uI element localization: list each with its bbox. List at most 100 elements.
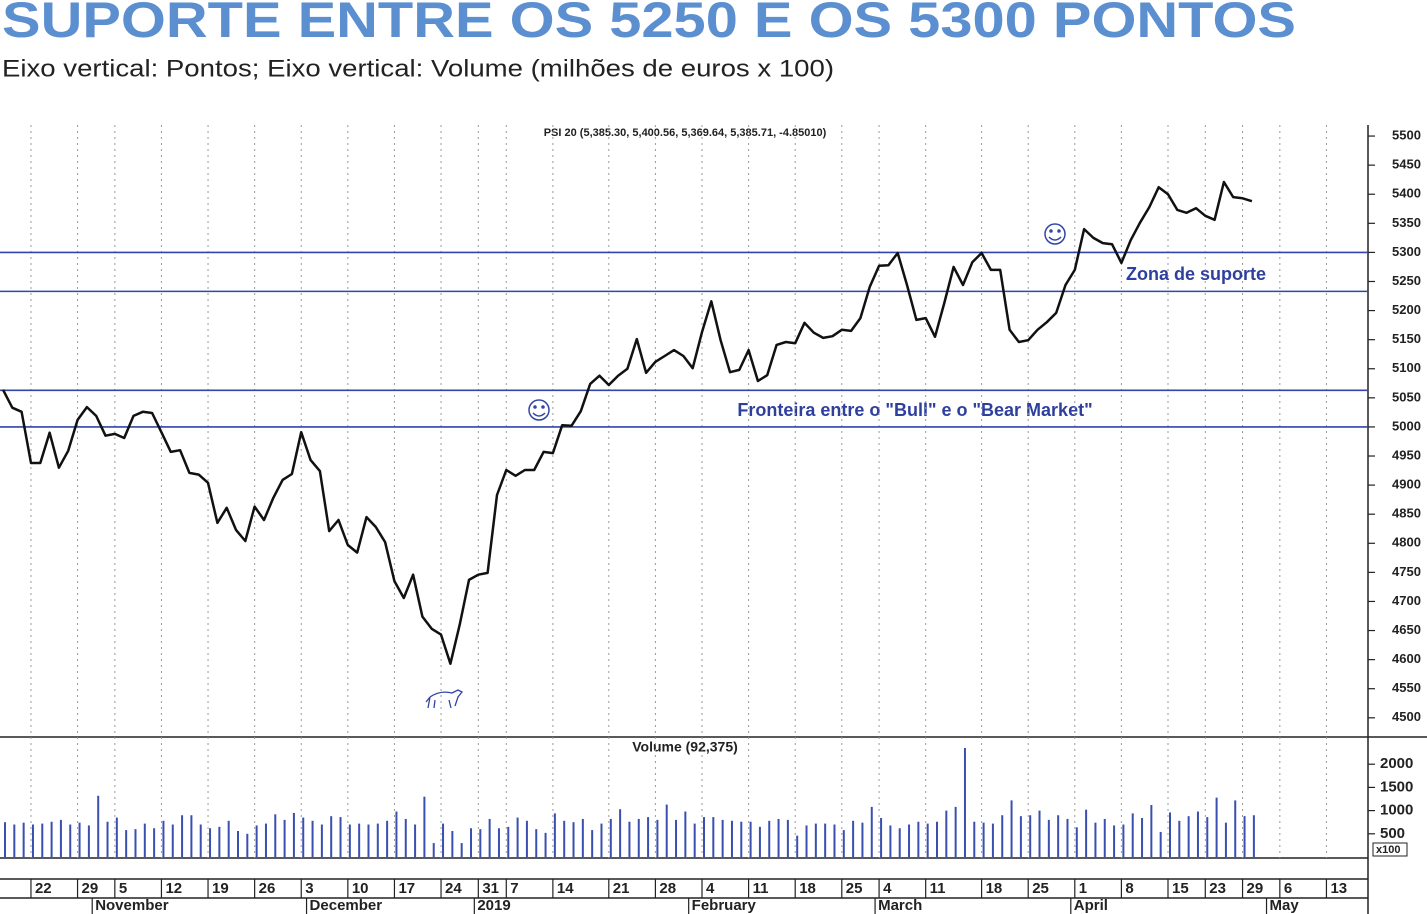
volume-bar xyxy=(404,818,407,857)
volume-bar xyxy=(134,829,137,857)
volume-bar xyxy=(1243,816,1246,857)
volume-bar xyxy=(553,813,556,857)
y-tick-label: 4750 xyxy=(1392,564,1421,579)
x-tick-label: 26 xyxy=(259,880,276,897)
volume-bar xyxy=(730,820,733,857)
y-tick-label: 5400 xyxy=(1392,186,1421,201)
volume-bar xyxy=(1094,822,1097,857)
x-tick-label: 4 xyxy=(883,880,892,897)
annotation: Zona de suporte xyxy=(1126,264,1266,284)
y-tick-label: 5500 xyxy=(1392,127,1421,142)
month-label: March xyxy=(878,897,922,914)
volume-bar xyxy=(143,823,146,857)
volume-bar xyxy=(199,824,202,857)
y-tick-label: 5200 xyxy=(1392,302,1421,317)
y-tick-label: 4650 xyxy=(1392,622,1421,637)
annotation: Fronteira entre o "Bull" e o "Bear Marke… xyxy=(737,400,1092,420)
volume-bar xyxy=(842,830,845,857)
volume-bar xyxy=(572,822,575,857)
volume-bar xyxy=(218,826,221,857)
volume-bar xyxy=(59,819,62,857)
volume-bar xyxy=(106,821,109,857)
volume-bar xyxy=(600,823,603,857)
volume-bar xyxy=(516,817,519,857)
volume-bar xyxy=(749,821,752,857)
volume-bar xyxy=(41,823,44,857)
volume-bar xyxy=(13,824,16,857)
volume-bar xyxy=(442,823,445,857)
volume-bar xyxy=(125,830,128,857)
volume-bar xyxy=(1187,816,1190,857)
x-tick-label: 25 xyxy=(846,880,863,897)
volume-bar xyxy=(665,804,668,857)
volume-title: Volume (92,375) xyxy=(632,739,738,755)
volume-bar xyxy=(1141,818,1144,857)
volume-bar xyxy=(675,819,678,857)
x-tick-label: 21 xyxy=(613,880,630,897)
y-tick-label: 5150 xyxy=(1392,331,1421,346)
volume-bar xyxy=(1113,825,1116,857)
x-tick-label: 24 xyxy=(445,880,462,897)
volume-bar xyxy=(1159,831,1162,857)
y-tick-label: 5000 xyxy=(1392,418,1421,433)
month-label: February xyxy=(692,897,757,914)
smiley xyxy=(528,399,550,421)
volume-bar xyxy=(758,826,761,857)
y-tick-label: 5300 xyxy=(1392,244,1421,259)
volume-bar xyxy=(414,824,417,857)
month-label: May xyxy=(1270,897,1300,914)
volume-bar xyxy=(926,823,929,857)
volume-bar xyxy=(656,819,659,857)
volume-bar xyxy=(50,821,53,857)
x-tick-label: 6 xyxy=(1284,880,1292,897)
x-tick-label: 8 xyxy=(1125,880,1133,897)
y-tick-label: 4550 xyxy=(1392,680,1421,695)
y-tick-label: 5450 xyxy=(1392,157,1421,172)
volume-bar xyxy=(861,822,864,857)
volume-bar xyxy=(889,825,892,857)
volume-bar xyxy=(4,822,6,857)
y-tick-label: 5050 xyxy=(1392,389,1421,404)
volume-bar xyxy=(246,833,249,857)
volume-bar xyxy=(591,830,594,857)
volume-bar xyxy=(1047,819,1050,857)
volume-bar xyxy=(824,823,827,857)
volume-bar xyxy=(991,823,994,857)
volume-bar xyxy=(78,822,81,857)
volume-bar xyxy=(712,817,715,857)
volume-bar xyxy=(796,835,799,857)
volume-bar xyxy=(190,815,193,857)
volume-bar xyxy=(1029,815,1032,857)
page-title: SUPORTE ENTRE OS 5250 E OS 5300 PONTOS xyxy=(2,0,1296,48)
volume-bar xyxy=(1085,809,1088,857)
x-tick-label: 15 xyxy=(1172,880,1189,897)
volume-bar xyxy=(1038,810,1041,857)
y-tick-label: 5250 xyxy=(1392,273,1421,288)
x-tick-label: 29 xyxy=(1247,880,1264,897)
y-tick-label: 4500 xyxy=(1392,709,1421,724)
volume-bar xyxy=(1234,800,1237,857)
x-tick-label: 18 xyxy=(799,880,816,897)
volume-bar xyxy=(637,818,640,857)
volume-bar xyxy=(153,828,156,857)
volume-bar xyxy=(1206,817,1209,857)
price-line xyxy=(1,180,1253,665)
volume-bar xyxy=(963,747,966,857)
volume-bar xyxy=(1215,797,1218,857)
month-label: 2019 xyxy=(477,897,510,914)
scale-label: x100 xyxy=(1376,844,1400,856)
volume-bar xyxy=(432,843,435,857)
volume-bar xyxy=(786,819,789,857)
y-tick-label: 4800 xyxy=(1392,535,1421,550)
volume-bar xyxy=(255,825,258,857)
volume-bar xyxy=(470,828,472,857)
volume-bar xyxy=(1224,822,1227,857)
volume-bar xyxy=(451,831,454,857)
y-tick-label: 5350 xyxy=(1392,215,1421,230)
volume-bar xyxy=(1131,813,1134,857)
volume-bar xyxy=(814,823,817,857)
volume-bar xyxy=(330,816,333,857)
volume-bar xyxy=(1178,820,1181,857)
month-label: April xyxy=(1074,897,1108,914)
